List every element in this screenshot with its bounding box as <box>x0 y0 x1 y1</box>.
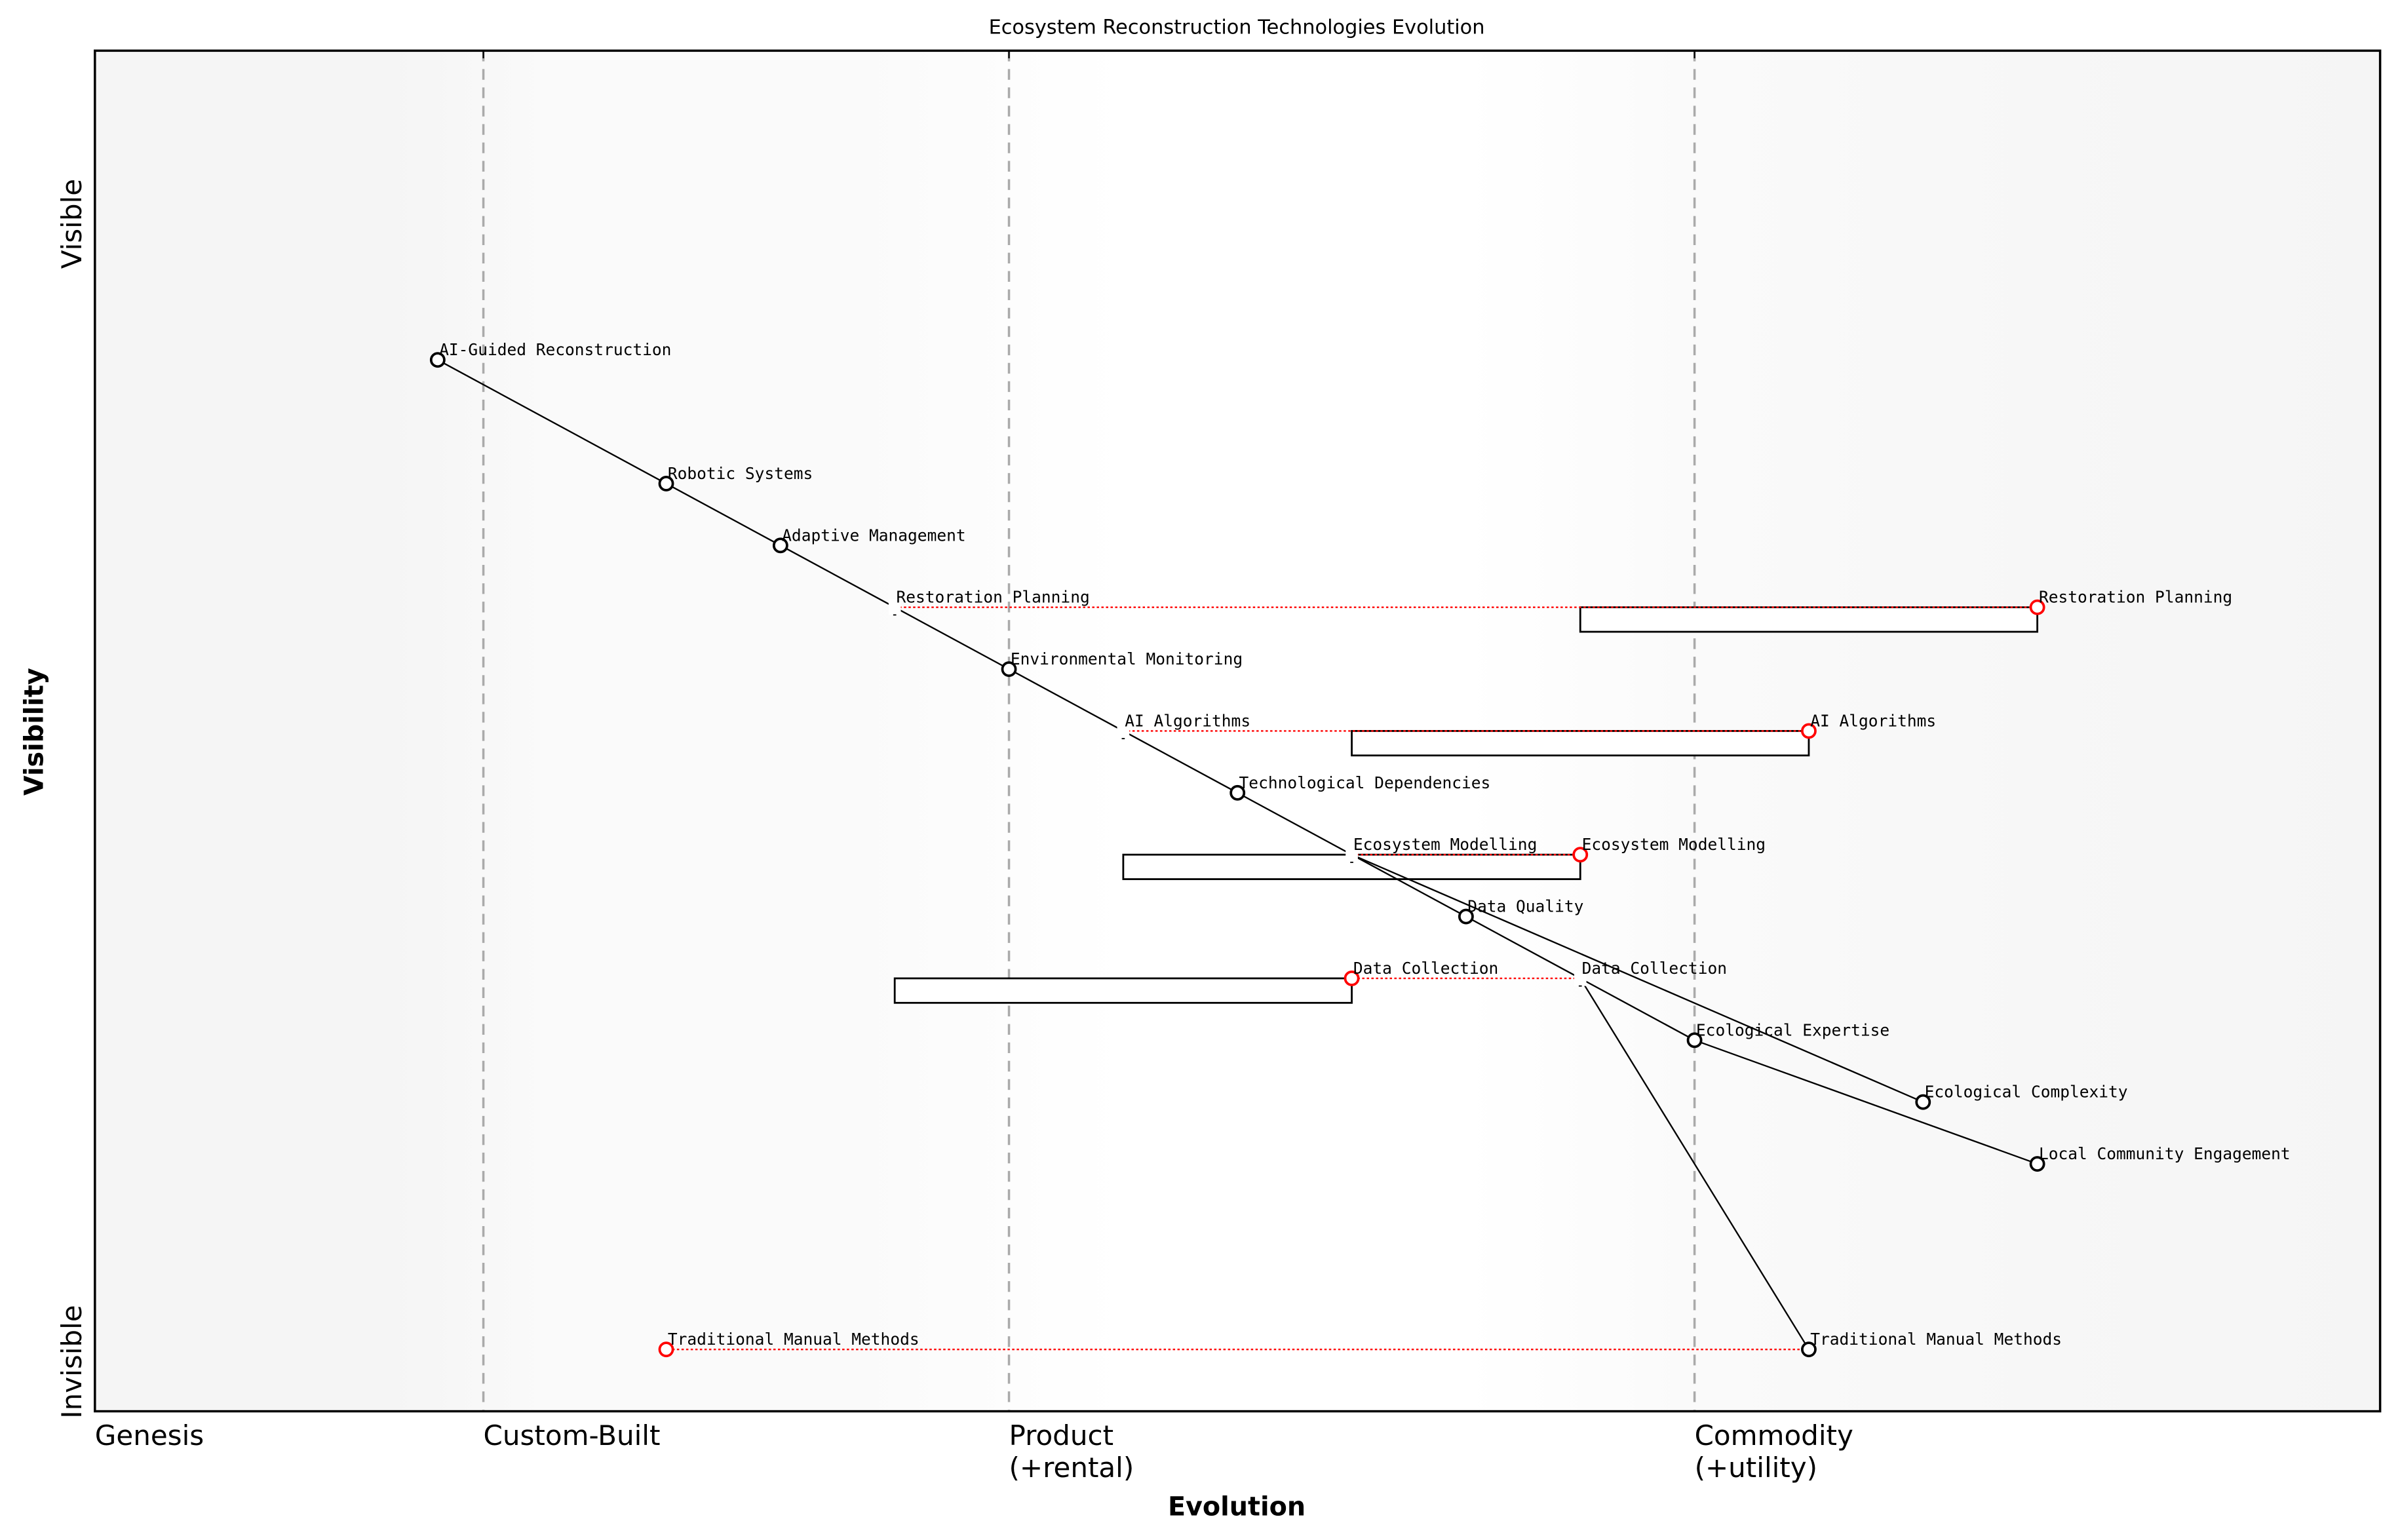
evolved-component-node <box>1801 723 1817 739</box>
pipeline-box <box>1579 606 2039 633</box>
x-tick-label: Custom-Built <box>484 1419 661 1452</box>
evolved-component-label: Restoration Planning <box>2039 588 2232 607</box>
dependency-link <box>1579 977 1695 1041</box>
component-label: Local Community Engagement <box>2039 1144 2291 1163</box>
evolved-component-node <box>1572 847 1589 863</box>
component-node <box>1001 661 1017 677</box>
evolved-component-node <box>1344 971 1360 986</box>
x-tick-label: Genesis <box>95 1419 204 1452</box>
component-node <box>658 476 674 491</box>
component-label: Environmental Monitoring <box>1011 649 1243 668</box>
y-tick-label: Invisible <box>56 1305 88 1418</box>
pipeline-marker <box>888 600 901 615</box>
dependency-link <box>1351 854 1924 1103</box>
evolved-component-label: Ecosystem Modelling <box>1582 835 1766 854</box>
x-tick-label-line: (+utility) <box>1695 1452 1817 1484</box>
dependency-link <box>665 482 781 547</box>
x-tick-label: Commodity (+utility) <box>1695 1419 1853 1484</box>
pipeline-box <box>1351 730 1810 757</box>
component-label: AI Algorithms <box>1125 711 1250 730</box>
component-label: Restoration Planning <box>897 588 1090 607</box>
dependency-link <box>1579 978 1810 1350</box>
component-node <box>1686 1032 1703 1049</box>
component-label: Ecological Expertise <box>1696 1020 1889 1039</box>
x-tick-label-line: Genesis <box>95 1419 204 1452</box>
component-label: Ecological Complexity <box>1925 1083 2128 1102</box>
component-node <box>1915 1094 1931 1110</box>
x-tick-label-line: Custom-Built <box>484 1419 661 1452</box>
component-node <box>772 537 788 554</box>
component-label: Ecosystem Modelling <box>1353 835 1537 854</box>
chart-title: Ecosystem Reconstruction Technologies Ev… <box>989 16 1485 39</box>
y-axis-label: Visibility <box>19 668 49 796</box>
component-node <box>2029 1156 2045 1172</box>
y-tick-label: Visible <box>56 179 88 269</box>
dependency-link <box>1465 915 1581 979</box>
dependency-link <box>780 545 895 608</box>
component-label: Technological Dependencies <box>1239 773 1491 792</box>
pipeline-box <box>893 977 1353 1004</box>
dependency-link <box>1123 730 1238 794</box>
dependency-link <box>1694 1039 2038 1165</box>
component-label: AI-Guided Reconstruction <box>439 340 671 359</box>
evolved-component-label: Traditional Manual Methods <box>668 1330 919 1349</box>
dependency-link <box>1237 792 1353 856</box>
component-node <box>1801 1341 1817 1358</box>
component-label: Adaptive Management <box>782 526 965 545</box>
component-node <box>429 352 446 368</box>
dependency-link <box>1008 668 1124 732</box>
dependency-link <box>1351 854 1467 917</box>
pipeline-marker <box>1117 723 1130 739</box>
evolved-component-node <box>658 1341 674 1358</box>
component-node <box>1458 908 1474 925</box>
component-node <box>1229 784 1246 801</box>
component-label: Robotic Systems <box>668 464 813 483</box>
x-tick-label-line: Commodity <box>1695 1419 1853 1452</box>
component-label: Traditional Manual Methods <box>1810 1330 2062 1349</box>
component-label: Data Quality <box>1467 897 1583 916</box>
x-tick-label-line: Product <box>1009 1419 1114 1452</box>
evolved-component-label: AI Algorithms <box>1810 711 1936 730</box>
pipeline-marker <box>1345 847 1358 862</box>
plot-background <box>94 50 2380 1412</box>
evolved-component-label: Data Collection <box>1353 959 1498 978</box>
x-tick-label: Product (+rental) <box>1009 1419 1134 1484</box>
x-tick-label-line: (+rental) <box>1009 1452 1134 1484</box>
x-axis-label: Evolution <box>1168 1492 1306 1522</box>
dependency-link <box>894 606 1010 670</box>
pipeline-marker <box>1574 971 1587 986</box>
plot-frame <box>94 49 2382 1413</box>
component-label: Data Collection <box>1582 959 1727 978</box>
evolved-component-node <box>2029 599 2045 615</box>
dependency-link <box>437 359 667 484</box>
